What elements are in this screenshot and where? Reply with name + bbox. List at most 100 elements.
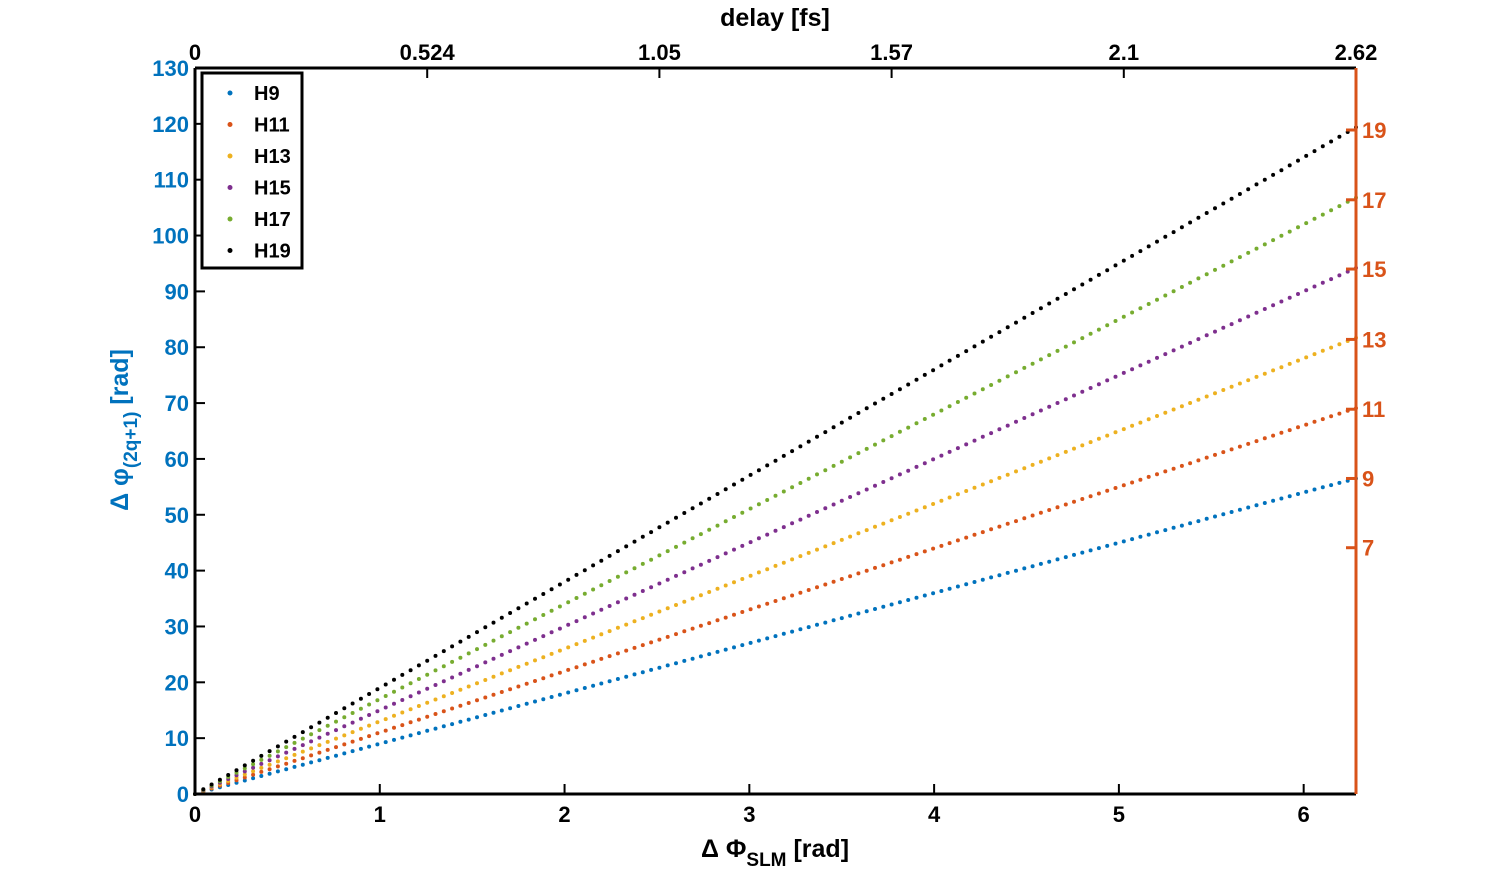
point-H17-107 xyxy=(1080,336,1085,341)
point-H13-100 xyxy=(1022,466,1027,471)
point-H17-86 xyxy=(906,425,911,430)
point-H17-93 xyxy=(964,395,969,400)
point-H13-54 xyxy=(640,616,645,621)
point-H17-21 xyxy=(367,702,372,707)
point-H19-81 xyxy=(864,406,869,411)
point-H15-92 xyxy=(955,446,960,451)
point-H19-6 xyxy=(242,763,247,768)
point-H15-130 xyxy=(1271,303,1276,308)
point-H13-138 xyxy=(1337,342,1342,347)
point-H17-18 xyxy=(342,715,347,720)
point-H17-87 xyxy=(914,421,919,426)
point-H19-128 xyxy=(1254,182,1259,187)
point-H17-70 xyxy=(773,493,778,498)
point-H11-100 xyxy=(1022,516,1027,521)
point-H17-121 xyxy=(1196,276,1201,281)
point-H15-42 xyxy=(541,634,546,639)
point-H13-129 xyxy=(1262,371,1267,376)
point-H13-124 xyxy=(1221,388,1226,392)
point-H9-42 xyxy=(541,697,546,702)
point-H15-115 xyxy=(1146,359,1151,364)
point-H9-113 xyxy=(1130,537,1135,542)
point-H9-56 xyxy=(657,665,662,670)
point-H15-109 xyxy=(1096,382,1101,387)
point-H19-22 xyxy=(375,687,380,692)
point-H9-66 xyxy=(740,643,745,648)
point-H15-101 xyxy=(1030,412,1035,417)
point-H9-124 xyxy=(1221,512,1226,517)
point-H13-13 xyxy=(300,749,305,754)
point-H13-72 xyxy=(790,557,795,562)
x-tick-label-3: 3 xyxy=(743,802,755,827)
point-H19-61 xyxy=(698,501,703,506)
point-H9-88 xyxy=(922,593,927,598)
point-H15-131 xyxy=(1279,299,1284,304)
point-H17-37 xyxy=(499,634,504,639)
point-H9-89 xyxy=(931,591,936,596)
point-H17-96 xyxy=(989,383,994,387)
point-H17-12 xyxy=(292,740,297,745)
point-H19-41 xyxy=(533,596,537,601)
point-H9-60 xyxy=(690,656,695,661)
point-H9-131 xyxy=(1279,496,1284,501)
y-axis-ticks: 0 10 20 30 40 50 60 70 80 90 100 110 120 130 xyxy=(152,56,205,807)
point-H17-62 xyxy=(707,527,712,532)
point-H11-52 xyxy=(624,648,629,653)
point-H15-9 xyxy=(267,758,272,763)
point-H17-136 xyxy=(1320,212,1325,217)
point-H17-33 xyxy=(466,651,471,656)
point-H9-9 xyxy=(267,771,272,776)
point-H11-113 xyxy=(1130,480,1135,485)
point-H11-13 xyxy=(300,756,305,761)
point-H11-120 xyxy=(1188,461,1193,466)
point-H9-103 xyxy=(1047,559,1052,564)
point-H19-125 xyxy=(1229,196,1234,201)
point-H15-84 xyxy=(889,476,894,481)
point-H11-10 xyxy=(275,764,280,769)
point-H9-138 xyxy=(1337,480,1342,485)
point-H9-95 xyxy=(980,577,985,582)
point-H19-95 xyxy=(980,339,985,344)
point-H9-92 xyxy=(955,584,960,589)
point-H17-45 xyxy=(566,600,571,605)
point-H13-49 xyxy=(599,632,604,637)
point-H11-67 xyxy=(748,607,753,612)
series-H11 xyxy=(193,406,1358,796)
point-H11-82 xyxy=(873,565,877,570)
point-H19-7 xyxy=(251,758,256,763)
point-H19-78 xyxy=(839,420,844,425)
point-H9-11 xyxy=(284,767,289,772)
point-H15-46 xyxy=(574,619,579,624)
point-H11-15 xyxy=(317,750,322,755)
point-H17-20 xyxy=(358,706,363,711)
point-H9-99 xyxy=(1014,568,1018,573)
point-H11-72 xyxy=(790,593,795,598)
point-H17-125 xyxy=(1229,259,1234,264)
point-H9-133 xyxy=(1296,492,1300,496)
point-H19-48 xyxy=(591,563,596,568)
point-H15-107 xyxy=(1080,389,1085,394)
point-H9-29 xyxy=(433,726,438,731)
point-H19-29 xyxy=(433,653,438,658)
point-H11-49 xyxy=(599,656,604,661)
point-H13-71 xyxy=(781,560,786,565)
point-H11-137 xyxy=(1329,414,1334,419)
point-H13-91 xyxy=(947,495,952,500)
point-H11-32 xyxy=(458,703,463,708)
point-H17-49 xyxy=(599,583,604,588)
point-H17-50 xyxy=(607,579,612,583)
legend-marker-H13 xyxy=(227,153,233,159)
top-tick-label-3: 1.57 xyxy=(870,40,913,65)
point-H11-124 xyxy=(1221,450,1226,455)
point-H11-16 xyxy=(325,747,330,752)
point-H9-100 xyxy=(1022,566,1027,571)
point-H13-43 xyxy=(549,651,554,656)
point-H17-47 xyxy=(582,591,587,596)
point-H11-109 xyxy=(1096,491,1101,496)
point-H15-29 xyxy=(433,683,438,687)
point-H9-75 xyxy=(815,622,819,627)
x-tick-label-0: 0 xyxy=(189,802,201,827)
point-H17-110 xyxy=(1105,323,1110,328)
point-H19-108 xyxy=(1088,277,1093,282)
point-H15-18 xyxy=(342,724,347,729)
